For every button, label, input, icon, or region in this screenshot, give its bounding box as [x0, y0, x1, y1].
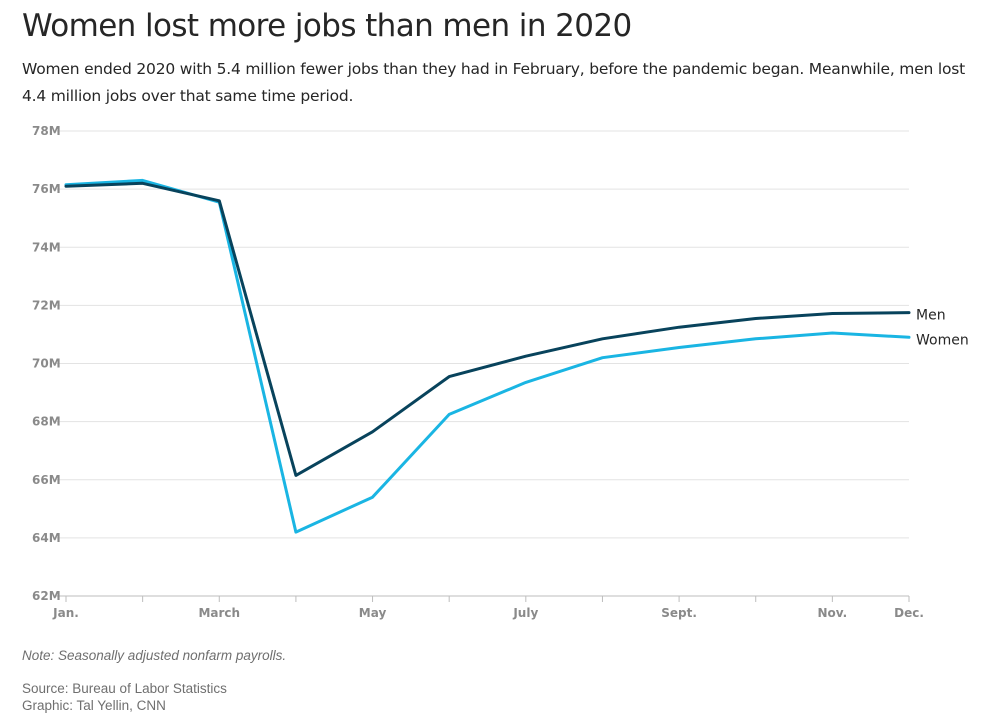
x-tick-label: May — [359, 606, 387, 620]
y-tick-label: 70M — [32, 357, 61, 371]
series-label-women: Women — [916, 332, 969, 348]
x-axis: Jan. March May July Sept. Nov. Dec. — [52, 596, 924, 620]
x-tick-label: Jan. — [52, 606, 79, 620]
y-tick-label: 68M — [32, 415, 61, 429]
chart-title: Women lost more jobs than men in 2020 — [22, 8, 632, 44]
series-line-men — [64, 181, 911, 477]
gridlines — [56, 130, 909, 597]
x-tick-label: Dec. — [894, 606, 924, 620]
y-tick-label: 62M — [32, 589, 61, 603]
x-tick-label: Nov. — [818, 606, 848, 620]
chart-subtitle: Women ended 2020 with 5.4 million fewer … — [22, 60, 966, 105]
x-tick-label: Sept. — [661, 606, 697, 620]
x-tick-label: July — [512, 606, 538, 620]
chart-source: Source: Bureau of Labor Statistics — [22, 681, 227, 696]
y-tick-label: 66M — [32, 473, 61, 487]
x-tick-label: March — [198, 606, 240, 620]
series-lines — [64, 178, 911, 534]
y-tick-label: 64M — [32, 531, 61, 545]
series-label-men: Men — [916, 308, 946, 324]
series-labels: Men Women — [916, 308, 969, 349]
y-tick-label: 74M — [32, 240, 61, 254]
chart-note: Note: Seasonally adjusted nonfarm payrol… — [22, 648, 287, 663]
y-axis: 62M 64M 66M 68M 70M 72M 74M 76M 78M — [32, 124, 61, 603]
y-tick-label: 72M — [32, 298, 61, 312]
y-tick-label: 76M — [32, 182, 61, 196]
y-tick-label: 78M — [32, 124, 61, 138]
chart-source-block: Source: Bureau of Labor Statistics Graph… — [22, 680, 227, 714]
